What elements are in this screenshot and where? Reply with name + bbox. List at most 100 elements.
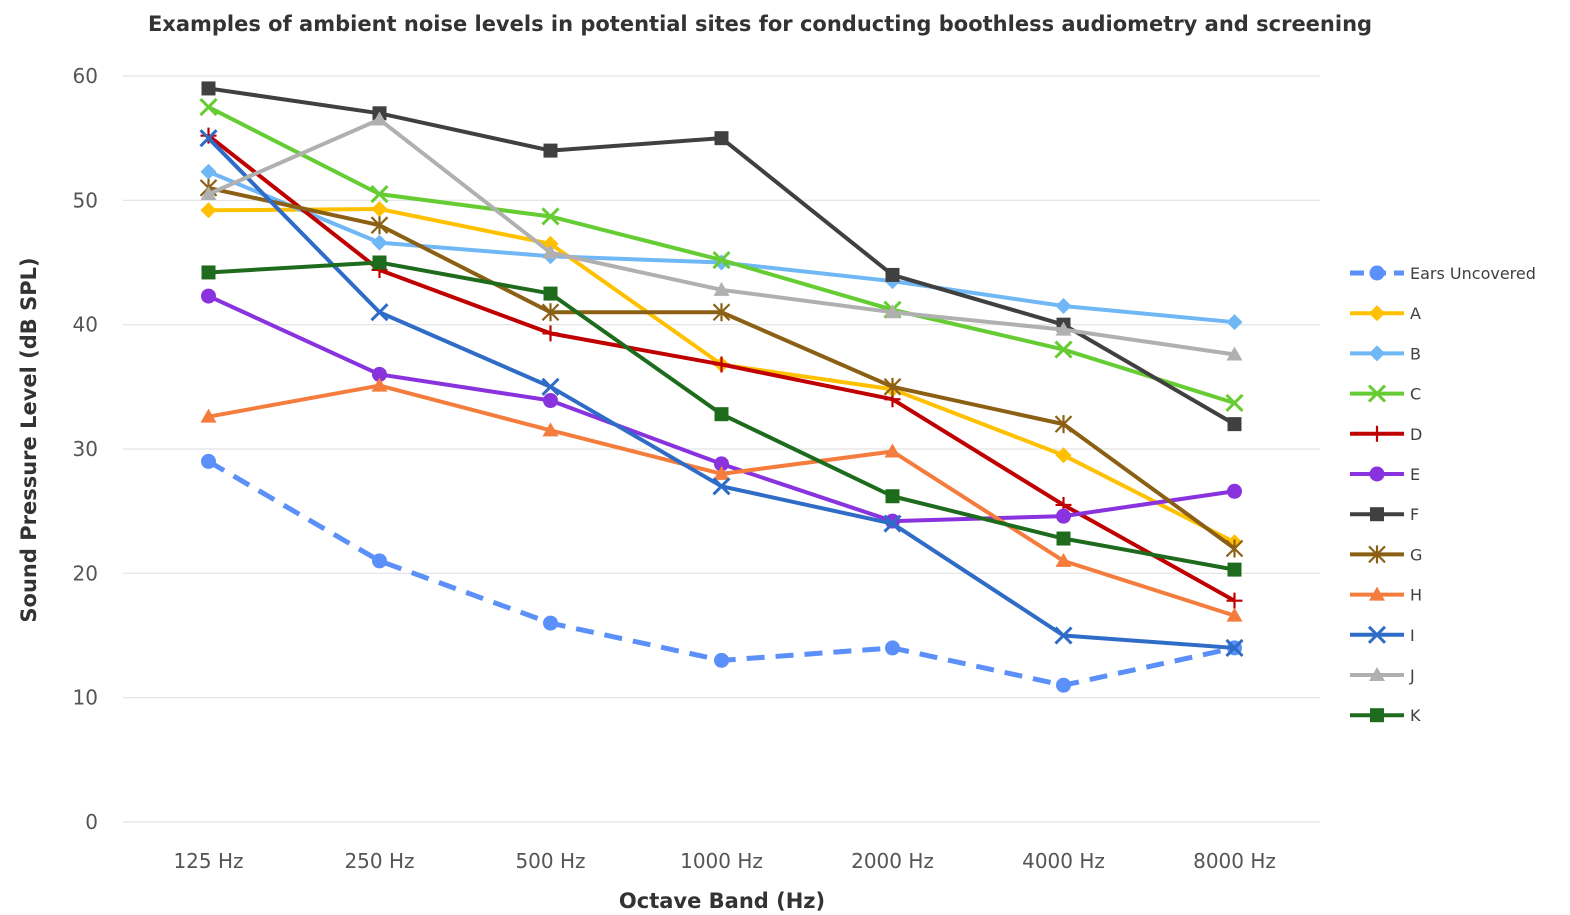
data-point-b (371, 234, 388, 251)
data-point-d (542, 325, 559, 342)
data-point-e (714, 456, 729, 472)
data-point-e (372, 366, 387, 382)
legend-marker (1369, 425, 1385, 442)
data-point-f (1227, 417, 1242, 432)
legend-item-e: E (1350, 465, 1420, 484)
data-point-b (1226, 314, 1243, 331)
x-tick-label: 250 Hz (344, 849, 414, 873)
data-point-h (371, 377, 388, 392)
data-point-ears-uncovered (1056, 677, 1071, 693)
legend-label: C (1410, 385, 1421, 404)
data-point-j (713, 281, 730, 296)
y-tick-label: 60 (73, 64, 98, 88)
legend-label: K (1410, 706, 1421, 725)
series-line-i (207, 136, 1235, 650)
data-point-a (200, 202, 217, 219)
x-tick-label: 2000 Hz (851, 849, 934, 873)
data-point-j (1226, 346, 1243, 361)
series-c (199, 98, 1244, 413)
data-point-h (542, 422, 559, 437)
data-point-h (1226, 607, 1243, 622)
legend-label: I (1410, 626, 1415, 645)
x-tick-label: 500 Hz (515, 849, 585, 873)
data-point-i (370, 303, 389, 322)
data-point-c (370, 185, 389, 204)
y-tick-label: 50 (73, 188, 98, 212)
y-axis-title: Sound Pressure Level (dB SPL) (17, 257, 41, 622)
data-point-c (1225, 393, 1244, 413)
data-point-h (713, 465, 730, 480)
legend-marker (1369, 586, 1385, 601)
data-point-f (714, 131, 729, 146)
legend-item-b: B (1350, 344, 1421, 363)
y-axis-ticks: 0 10 20 30 40 50 60 (73, 64, 98, 834)
data-point-g (370, 216, 389, 235)
legend-item-k: K (1350, 706, 1421, 725)
data-point-f (201, 81, 216, 96)
data-point-k (372, 255, 387, 270)
series-h (200, 377, 1243, 622)
data-point-g (1054, 415, 1073, 434)
legend-label: G (1410, 545, 1422, 564)
y-tick-label: 20 (73, 561, 98, 585)
legend-label: F (1410, 505, 1419, 524)
x-tick-label: 4000 Hz (1022, 849, 1105, 873)
data-point-h (884, 443, 901, 458)
legend-label: A (1410, 304, 1421, 323)
data-point-k (714, 407, 729, 422)
legend-item-c: C (1350, 384, 1421, 404)
legend-marker (1369, 667, 1385, 681)
data-point-e (201, 288, 216, 304)
data-point-a (371, 201, 388, 218)
data-point-b (1055, 298, 1072, 315)
legend-label: B (1410, 344, 1421, 363)
legend-item-i: I (1350, 625, 1415, 645)
x-tick-label: 125 Hz (173, 849, 243, 873)
data-point-f (885, 267, 900, 282)
legend: Ears Uncovered A B C D E F G H I J K (1350, 264, 1536, 725)
series-g (199, 178, 1244, 558)
y-tick-label: 10 (73, 686, 98, 710)
y-tick-label: 40 (73, 313, 98, 337)
data-point-i (199, 129, 218, 148)
legend-marker (1368, 545, 1386, 564)
legend-item-g: G (1350, 545, 1422, 564)
data-point-i (1225, 638, 1244, 657)
data-point-g (541, 303, 560, 322)
data-point-k (1227, 562, 1242, 577)
data-point-c (1054, 340, 1073, 359)
legend-marker (1370, 708, 1384, 723)
legend-item-j: J (1350, 666, 1415, 685)
x-tick-label: 8000 Hz (1193, 849, 1276, 873)
data-point-e (1056, 508, 1071, 524)
data-point-d (713, 356, 730, 373)
legend-label: Ears Uncovered (1410, 264, 1536, 283)
chart-title: Examples of ambient noise levels in pote… (148, 12, 1372, 36)
data-point-c (199, 98, 218, 117)
data-point-i (712, 477, 731, 496)
data-point-ears-uncovered (201, 453, 216, 469)
series-i (199, 129, 1244, 657)
legend-marker (1369, 345, 1385, 362)
data-point-ears-uncovered (714, 652, 729, 668)
data-point-e (543, 393, 558, 409)
series-ears-uncovered (201, 453, 1242, 693)
data-point-i (541, 377, 560, 396)
data-point-g (1225, 539, 1244, 558)
data-point-c (712, 250, 731, 270)
data-point-j (884, 304, 901, 319)
legend-item-a: A (1350, 304, 1421, 323)
data-point-k (1056, 531, 1071, 546)
series-j (200, 111, 1243, 361)
data-point-d (1226, 592, 1243, 609)
y-tick-label: 0 (85, 810, 98, 834)
legend-item-f: F (1350, 505, 1419, 524)
data-point-e (1227, 483, 1242, 499)
legend-label: D (1410, 425, 1422, 444)
data-point-a (1055, 447, 1072, 464)
legend-label: H (1410, 586, 1422, 605)
series-line-b (207, 169, 1235, 325)
x-tick-label: 1000 Hz (680, 849, 763, 873)
legend-label: J (1409, 666, 1415, 685)
